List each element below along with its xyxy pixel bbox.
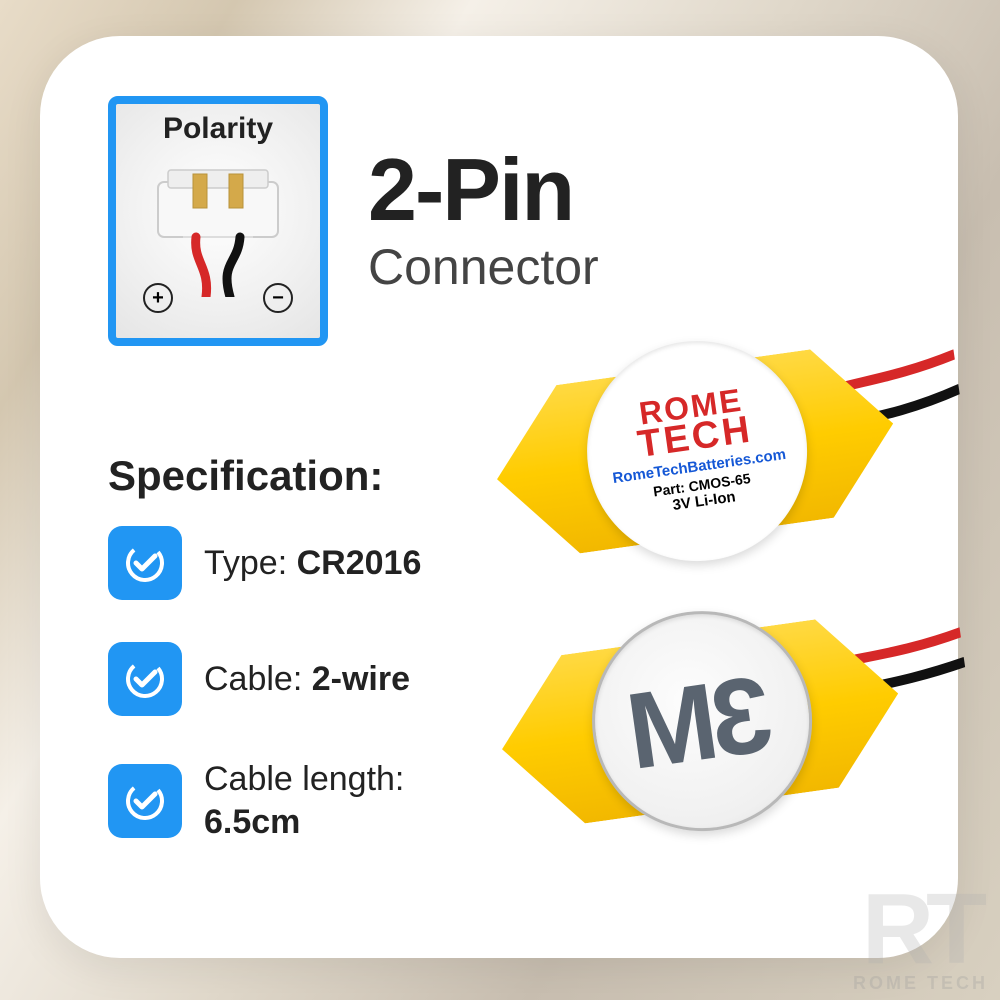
heading-sub: Connector [368, 238, 599, 296]
heading-main: 2-Pin [368, 148, 599, 232]
spec-list: Type: CR2016 Cable: 2-wire Cable length:… [108, 526, 421, 843]
connector-illustration [138, 152, 298, 297]
spec-text: Type: CR2016 [204, 542, 421, 585]
watermark-brand: ROME TECH [853, 973, 988, 994]
watermark: RT ROME TECH [853, 889, 988, 994]
minus-symbol: − [263, 283, 293, 313]
watermark-rt: RT [853, 889, 988, 969]
spec-item-cable: Cable: 2-wire [108, 642, 421, 716]
back-brand-3m: 3M [625, 650, 779, 793]
check-icon [108, 526, 182, 600]
polarity-symbols: + − [143, 283, 293, 313]
check-icon [108, 642, 182, 716]
check-icon [108, 764, 182, 838]
spec-item-type: Type: CR2016 [108, 526, 421, 600]
heading: 2-Pin Connector [368, 148, 599, 296]
spec-title: Specification: [108, 452, 383, 500]
spec-text: Cable length:6.5cm [204, 758, 404, 843]
spec-item-length: Cable length:6.5cm [108, 758, 421, 843]
plus-symbol: + [143, 283, 173, 313]
polarity-label: Polarity [163, 112, 273, 146]
spec-text: Cable: 2-wire [204, 658, 410, 701]
polarity-box: Polarity + − [108, 96, 328, 346]
